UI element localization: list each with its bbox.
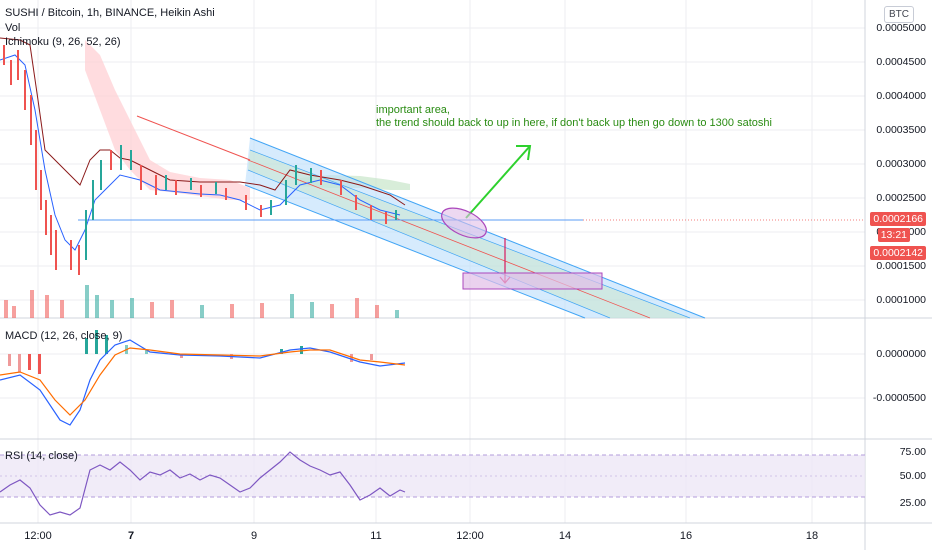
rsi-line bbox=[0, 451, 406, 516]
current-price-badge: 0.0002166 bbox=[870, 212, 926, 226]
macd-indicator-label[interactable]: MACD (12, 26, close, 9) bbox=[5, 330, 123, 342]
time-tick: 11 bbox=[370, 530, 382, 542]
time-tick: 14 bbox=[558, 530, 572, 542]
time-tick: 12:00 bbox=[456, 530, 484, 542]
price-tick: 0.0001000 bbox=[876, 294, 926, 306]
time-tick: 9 bbox=[250, 530, 258, 542]
price-tick: 0.0004000 bbox=[876, 90, 926, 102]
target-zone-box[interactable] bbox=[462, 272, 603, 290]
price-tick: 0.0002500 bbox=[876, 192, 926, 204]
ichimoku-indicator-label[interactable]: Ichimoku (9, 26, 52, 26) bbox=[5, 36, 121, 48]
rsi-axis-tick: 75.00 bbox=[899, 446, 926, 458]
currency-button[interactable]: BTC bbox=[884, 6, 914, 23]
time-tick: 7 bbox=[127, 530, 135, 542]
support-price-badge: 0.0002142 bbox=[870, 246, 926, 260]
price-tick: 0.0003500 bbox=[876, 124, 926, 136]
volume-indicator-label[interactable]: Vol bbox=[5, 22, 21, 34]
price-tick: 0.0001500 bbox=[876, 260, 926, 272]
time-tick: 12:00 bbox=[24, 530, 52, 542]
annotation-line-2: the trend should back to up in here, if … bbox=[376, 117, 772, 129]
time-tick: 16 bbox=[679, 530, 693, 542]
chart-title: SUSHI / Bitcoin, 1h, BINANCE, Heikin Ash… bbox=[5, 7, 215, 19]
up-arrow[interactable] bbox=[465, 145, 531, 219]
macd-axis-tick: 0.0000000 bbox=[876, 348, 926, 360]
rsi-axis-tick: 25.00 bbox=[899, 497, 926, 509]
rsi-indicator-label[interactable]: RSI (14, close) bbox=[5, 450, 78, 462]
price-tick: 0.0003000 bbox=[876, 158, 926, 170]
price-candles bbox=[3, 45, 397, 275]
countdown-badge: 13:21 bbox=[877, 228, 910, 242]
annotation-line-1: important area, bbox=[376, 104, 450, 116]
macd-plot bbox=[0, 330, 406, 426]
volume-bars bbox=[4, 285, 399, 318]
price-tick: 0.0005000 bbox=[876, 22, 926, 34]
time-tick: 18 bbox=[805, 530, 819, 542]
rsi-axis-tick: 50.00 bbox=[899, 470, 926, 482]
annotation-text[interactable]: important area, the trend should back to… bbox=[376, 104, 772, 130]
important-area-ellipse[interactable] bbox=[437, 202, 491, 244]
macd-axis-tick: -0.0000500 bbox=[872, 392, 926, 404]
price-tick: 0.0004500 bbox=[876, 56, 926, 68]
